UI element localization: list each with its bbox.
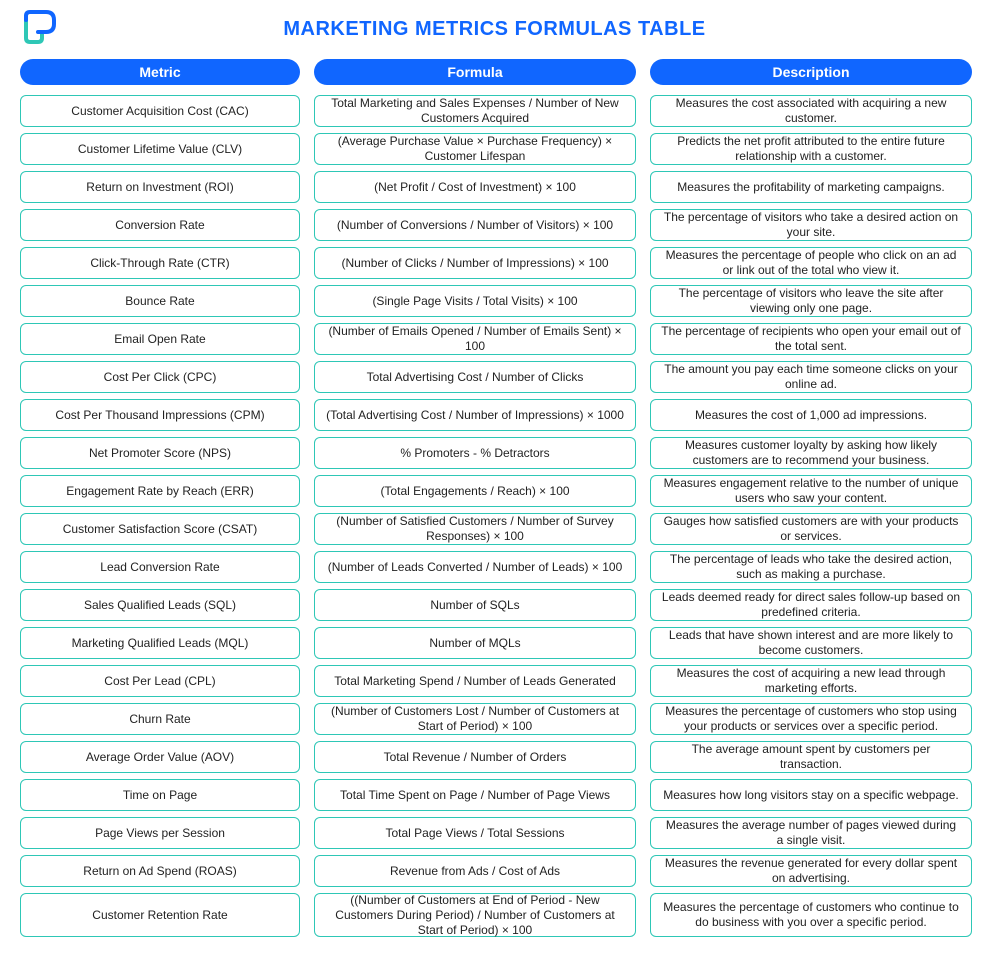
description-cell: The percentage of visitors who leave the… — [650, 285, 972, 317]
metrics-table: Metric Customer Acquisition Cost (CAC) Cu… — [20, 59, 969, 937]
page-title: MARKETING METRICS FORMULAS TABLE — [20, 18, 969, 41]
metric-cell: Average Order Value (AOV) — [20, 741, 300, 773]
formula-cell: (Net Profit / Cost of Investment) × 100 — [314, 171, 636, 203]
metric-cell: Return on Ad Spend (ROAS) — [20, 855, 300, 887]
description-cell: The percentage of visitors who take a de… — [650, 209, 972, 241]
formula-cell: (Number of Conversions / Number of Visit… — [314, 209, 636, 241]
formula-cell: (Number of Emails Opened / Number of Ema… — [314, 323, 636, 355]
metric-cell: Customer Lifetime Value (CLV) — [20, 133, 300, 165]
formula-cell: (Number of Satisfied Customers / Number … — [314, 513, 636, 545]
description-cell: The percentage of recipients who open yo… — [650, 323, 972, 355]
formula-cell: (Average Purchase Value × Purchase Frequ… — [314, 133, 636, 165]
formula-cell: (Number of Leads Converted / Number of L… — [314, 551, 636, 583]
description-cell: The average amount spent by customers pe… — [650, 741, 972, 773]
description-cell: Measures the cost of 1,000 ad impression… — [650, 399, 972, 431]
description-cell: Measures how long visitors stay on a spe… — [650, 779, 972, 811]
formula-cell: (Number of Customers Lost / Number of Cu… — [314, 703, 636, 735]
metric-cell: Click-Through Rate (CTR) — [20, 247, 300, 279]
formula-cell: (Single Page Visits / Total Visits) × 10… — [314, 285, 636, 317]
column-header-description: Description — [650, 59, 972, 85]
formula-cell: Number of SQLs — [314, 589, 636, 621]
metric-cell: Lead Conversion Rate — [20, 551, 300, 583]
metric-cell: Customer Acquisition Cost (CAC) — [20, 95, 300, 127]
metric-cell: Sales Qualified Leads (SQL) — [20, 589, 300, 621]
metric-cell: Bounce Rate — [20, 285, 300, 317]
formula-cell: (Total Advertising Cost / Number of Impr… — [314, 399, 636, 431]
metric-cell: Customer Retention Rate — [20, 893, 300, 937]
metric-cell: Cost Per Click (CPC) — [20, 361, 300, 393]
column-header-formula: Formula — [314, 59, 636, 85]
description-cell: Measures the percentage of customers who… — [650, 703, 972, 735]
column-metric: Metric Customer Acquisition Cost (CAC) Cu… — [20, 59, 300, 937]
description-cell: Measures the percentage of people who cl… — [650, 247, 972, 279]
metric-cell: Engagement Rate by Reach (ERR) — [20, 475, 300, 507]
metric-cell: Customer Satisfaction Score (CSAT) — [20, 513, 300, 545]
description-cell: The percentage of leads who take the des… — [650, 551, 972, 583]
metric-cell: Cost Per Lead (CPL) — [20, 665, 300, 697]
description-cell: Measures the profitability of marketing … — [650, 171, 972, 203]
description-cell: Measures the average number of pages vie… — [650, 817, 972, 849]
column-formula: Formula Total Marketing and Sales Expens… — [314, 59, 636, 937]
formula-cell: Total Marketing Spend / Number of Leads … — [314, 665, 636, 697]
description-cell: Measures engagement relative to the numb… — [650, 475, 972, 507]
metric-cell: Time on Page — [20, 779, 300, 811]
formula-cell: (Total Engagements / Reach) × 100 — [314, 475, 636, 507]
formula-cell: Total Revenue / Number of Orders — [314, 741, 636, 773]
formula-cell: % Promoters - % Detractors — [314, 437, 636, 469]
column-description: Description Measures the cost associated… — [650, 59, 972, 937]
formula-cell: Revenue from Ads / Cost of Ads — [314, 855, 636, 887]
description-cell: Measures customer loyalty by asking how … — [650, 437, 972, 469]
formula-cell: Total Marketing and Sales Expenses / Num… — [314, 95, 636, 127]
formula-cell: Total Time Spent on Page / Number of Pag… — [314, 779, 636, 811]
column-header-metric: Metric — [20, 59, 300, 85]
metric-cell: Cost Per Thousand Impressions (CPM) — [20, 399, 300, 431]
formula-cell: Total Advertising Cost / Number of Click… — [314, 361, 636, 393]
description-cell: Measures the percentage of customers who… — [650, 893, 972, 937]
description-cell: Measures the revenue generated for every… — [650, 855, 972, 887]
metric-cell: Conversion Rate — [20, 209, 300, 241]
metric-cell: Net Promoter Score (NPS) — [20, 437, 300, 469]
metric-cell: Churn Rate — [20, 703, 300, 735]
metric-cell: Marketing Qualified Leads (MQL) — [20, 627, 300, 659]
description-cell: Measures the cost associated with acquir… — [650, 95, 972, 127]
description-cell: Leads that have shown interest and are m… — [650, 627, 972, 659]
description-cell: Leads deemed ready for direct sales foll… — [650, 589, 972, 621]
metric-cell: Page Views per Session — [20, 817, 300, 849]
brand-logo — [20, 8, 60, 48]
description-cell: Gauges how satisfied customers are with … — [650, 513, 972, 545]
description-cell: Measures the cost of acquiring a new lea… — [650, 665, 972, 697]
description-cell: Predicts the net profit attributed to th… — [650, 133, 972, 165]
formula-cell: (Number of Clicks / Number of Impression… — [314, 247, 636, 279]
formula-cell: ((Number of Customers at End of Period -… — [314, 893, 636, 937]
description-cell: The amount you pay each time someone cli… — [650, 361, 972, 393]
formula-cell: Number of MQLs — [314, 627, 636, 659]
metric-cell: Email Open Rate — [20, 323, 300, 355]
formula-cell: Total Page Views / Total Sessions — [314, 817, 636, 849]
metric-cell: Return on Investment (ROI) — [20, 171, 300, 203]
